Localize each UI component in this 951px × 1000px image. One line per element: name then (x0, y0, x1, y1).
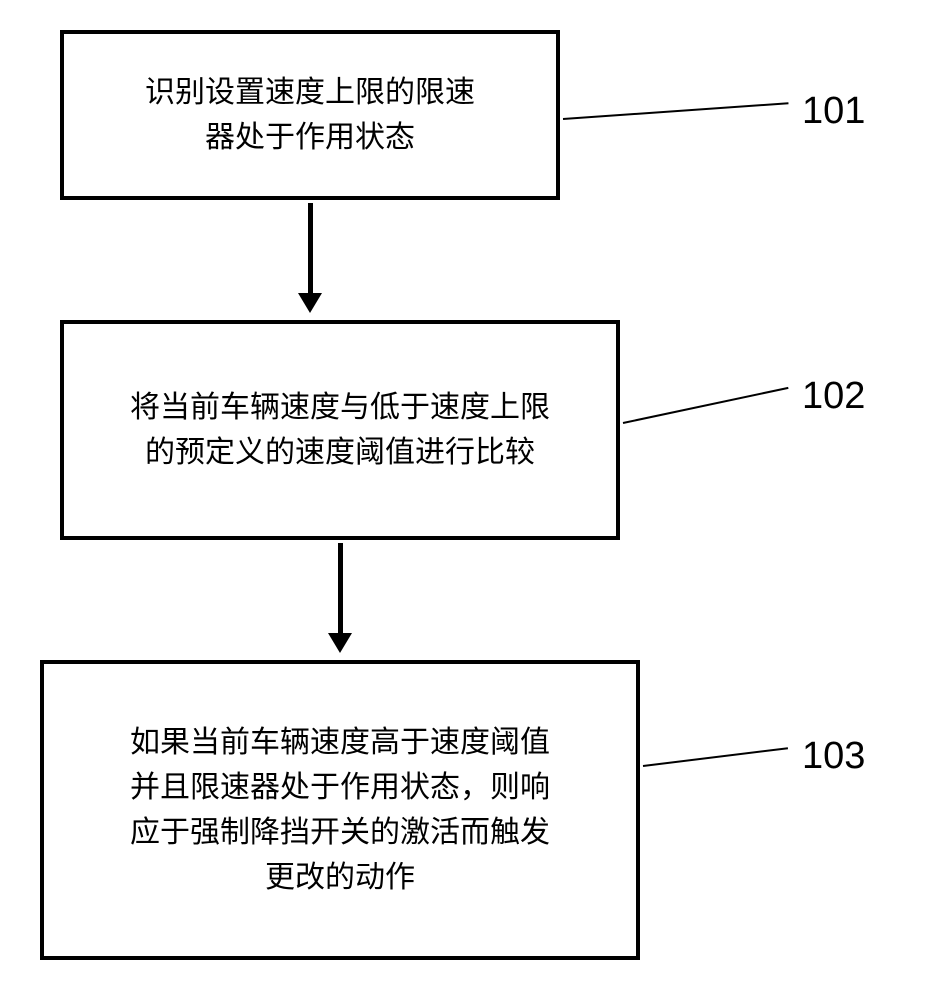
arrow-1-2-head (298, 293, 322, 313)
arrow-2-3-line (338, 543, 343, 635)
flow-label-3: 103 (802, 735, 865, 778)
arrow-1-2-line (308, 203, 313, 295)
leader-line-2 (623, 387, 789, 424)
flow-label-2: 102 (802, 375, 865, 418)
flow-node-3: 如果当前车辆速度高于速度阈值并且限速器处于作用状态，则响应于强制降挡开关的激活而… (40, 660, 640, 960)
flow-node-1-text: 识别设置速度上限的限速器处于作用状态 (145, 70, 475, 160)
flow-node-1: 识别设置速度上限的限速器处于作用状态 (60, 30, 560, 200)
flow-node-3-text: 如果当前车辆速度高于速度阈值并且限速器处于作用状态，则响应于强制降挡开关的激活而… (130, 720, 550, 900)
arrow-2-3-head (328, 633, 352, 653)
leader-line-3 (643, 747, 788, 767)
flow-node-2-text: 将当前车辆速度与低于速度上限的预定义的速度阈值进行比较 (130, 385, 550, 475)
flow-node-2: 将当前车辆速度与低于速度上限的预定义的速度阈值进行比较 (60, 320, 620, 540)
flow-label-1: 101 (802, 90, 865, 133)
leader-line-1 (563, 102, 789, 120)
